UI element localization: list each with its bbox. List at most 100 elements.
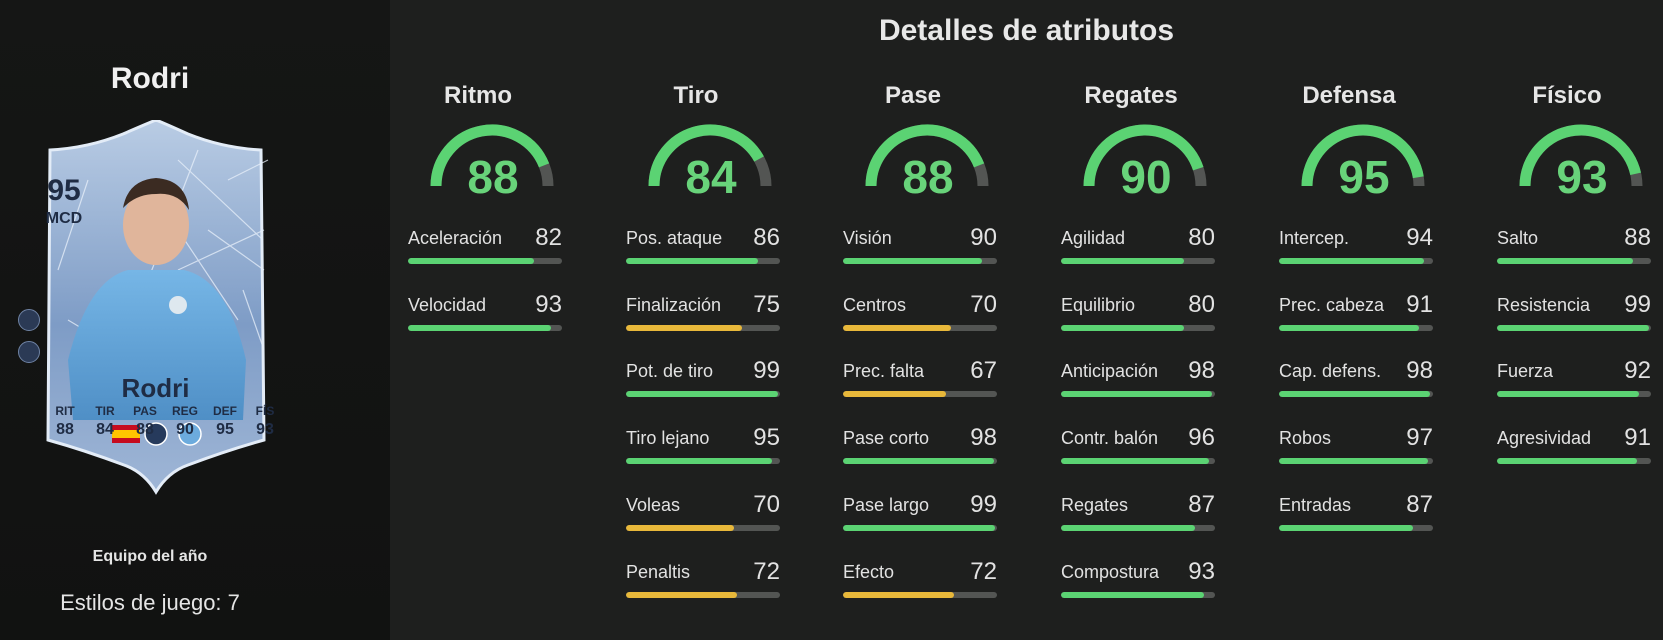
- attribute-value: 72: [753, 558, 780, 585]
- attribute-bar-fill: [1279, 391, 1430, 397]
- attribute-row: Prec. cabeza 91: [1279, 291, 1437, 345]
- attribute-value: 98: [1188, 357, 1215, 384]
- attribute-name: Aceleración: [408, 228, 503, 248]
- category-gauge: [648, 124, 772, 187]
- attribute-bar-fill: [1497, 258, 1633, 264]
- player-card[interactable]: 95 MCD Rodri RIT 88 TIR 84 PAS 88 REG 90 DEF…: [28, 120, 283, 495]
- card-stat-value: 93: [256, 421, 274, 438]
- attribute-name: Intercep.: [1279, 228, 1350, 248]
- card-stat: FÍS 93: [250, 404, 280, 439]
- attribute-name: Pot. de tiro: [626, 361, 714, 381]
- attribute-bar: [843, 258, 997, 264]
- attribute-row: Pot. de tiro 99: [626, 357, 784, 411]
- attribute-value: 91: [1406, 291, 1433, 318]
- gauge-fill: [1519, 124, 1642, 187]
- attribute-name: Prec. cabeza: [1279, 295, 1385, 315]
- category-value: 88: [467, 151, 519, 203]
- attribute-bar-fill: [1279, 258, 1424, 264]
- attribute-bar-fill: [626, 458, 773, 464]
- attribute-row: Salto 88: [1497, 224, 1655, 278]
- attribute-bar-fill: [843, 592, 954, 598]
- category-gauge: [1083, 124, 1207, 187]
- attribute-value: 99: [1624, 291, 1651, 318]
- category-value: 90: [1120, 151, 1172, 203]
- attribute-value: 96: [1188, 424, 1215, 451]
- attribute-bar: [1497, 391, 1651, 397]
- card-position: MCD: [45, 210, 83, 227]
- attribute-bar-fill: [408, 258, 535, 264]
- attribute-bar: [626, 525, 780, 531]
- card-background: [46, 120, 269, 495]
- attribute-value: 80: [1188, 224, 1215, 251]
- attributes-title: Detalles de atributos: [878, 14, 1175, 47]
- attribute-value: 87: [1188, 491, 1215, 518]
- attribute-bar-fill: [1497, 391, 1639, 397]
- category-value: 84: [685, 151, 737, 203]
- attribute-name: Pase largo: [843, 495, 930, 515]
- attribute-value: 98: [970, 424, 997, 451]
- card-rating: 95: [47, 174, 81, 207]
- card-stat-label: TIR: [95, 404, 115, 418]
- attribute-row: Pase largo 99: [843, 491, 1001, 545]
- attribute-value: 91: [1624, 424, 1651, 451]
- card-stat-label: RIT: [55, 404, 75, 418]
- category-name: Tiro: [673, 82, 719, 109]
- attribute-bar: [1279, 525, 1433, 531]
- card-stat-label: DEF: [213, 404, 237, 418]
- attribute-bar: [626, 592, 780, 598]
- attribute-name: Fuerza: [1497, 361, 1554, 381]
- category-column: Pase 88 Visión 90 Centros 70 Prec. falta 67 Pase…: [843, 0, 1003, 640]
- attribute-row: Voleas 70: [626, 491, 784, 545]
- attribute-value: 70: [753, 491, 780, 518]
- playstyle-screen-icon[interactable]: [18, 341, 40, 363]
- attribute-value: 86: [753, 224, 780, 251]
- attribute-name: Equilibrio: [1061, 295, 1136, 315]
- category-value: 93: [1556, 151, 1608, 203]
- category-column: Ritmo 88 Aceleración 82 Velocidad 93: [408, 0, 568, 640]
- category-name: Físico: [1532, 82, 1602, 109]
- attribute-bar: [1279, 391, 1433, 397]
- card-stat-value: 84: [96, 421, 114, 438]
- attribute-bar-fill: [626, 391, 779, 397]
- attribute-bar-fill: [1061, 325, 1185, 331]
- attribute-row: Equilibrio 80: [1061, 291, 1219, 345]
- attribute-value: 75: [753, 291, 780, 318]
- gauge-fill: [1083, 124, 1204, 187]
- category-column: Regates 90 Agilidad 80 Equilibrio 80 Anticipac…: [1061, 0, 1221, 640]
- attribute-name: Visión: [843, 228, 892, 248]
- category-gauge: [1301, 124, 1425, 187]
- attribute-value: 92: [1624, 357, 1651, 384]
- attribute-name: Salto: [1497, 228, 1539, 248]
- attribute-value: 87: [1406, 491, 1433, 518]
- category-gauge: [430, 124, 554, 187]
- attribute-bar-fill: [1497, 325, 1650, 331]
- attribute-bar: [626, 458, 780, 464]
- playstyle-boot-icon[interactable]: [18, 309, 40, 331]
- attribute-bar-fill: [1061, 258, 1185, 264]
- category-column: Físico 93 Salto 88 Resistencia 99 Fuerza 92 Agre…: [1497, 0, 1657, 640]
- attribute-value: 98: [1406, 357, 1433, 384]
- attribute-value: 93: [535, 291, 562, 318]
- attribute-name: Pos. ataque: [626, 228, 723, 248]
- attribute-name: Anticipación: [1061, 361, 1159, 381]
- attribute-name: Tiro lejano: [626, 428, 710, 448]
- attribute-value: 80: [1188, 291, 1215, 318]
- attribute-row: Contr. balón 96: [1061, 424, 1219, 478]
- card-stat-value: 88: [136, 421, 154, 438]
- category-name: Defensa: [1302, 82, 1396, 109]
- card-stats: RIT 88 TIR 84 PAS 88 REG 90 DEF 95 FÍS 93: [50, 404, 280, 439]
- attribute-bar-fill: [1279, 325, 1420, 331]
- attribute-row: Penaltis 72: [626, 558, 784, 612]
- attribute-bar: [626, 258, 780, 264]
- attribute-bar: [843, 325, 997, 331]
- attribute-bar-fill: [1061, 391, 1212, 397]
- attribute-bar-fill: [843, 391, 947, 397]
- attribute-name: Prec. falta: [843, 361, 925, 381]
- gauge-fill: [430, 124, 550, 187]
- attribute-bar-fill: [843, 525, 996, 531]
- attribute-bar-fill: [626, 525, 734, 531]
- attribute-value: 72: [970, 558, 997, 585]
- attribute-bar: [1061, 525, 1215, 531]
- player-card-panel: Rodri: [0, 0, 390, 640]
